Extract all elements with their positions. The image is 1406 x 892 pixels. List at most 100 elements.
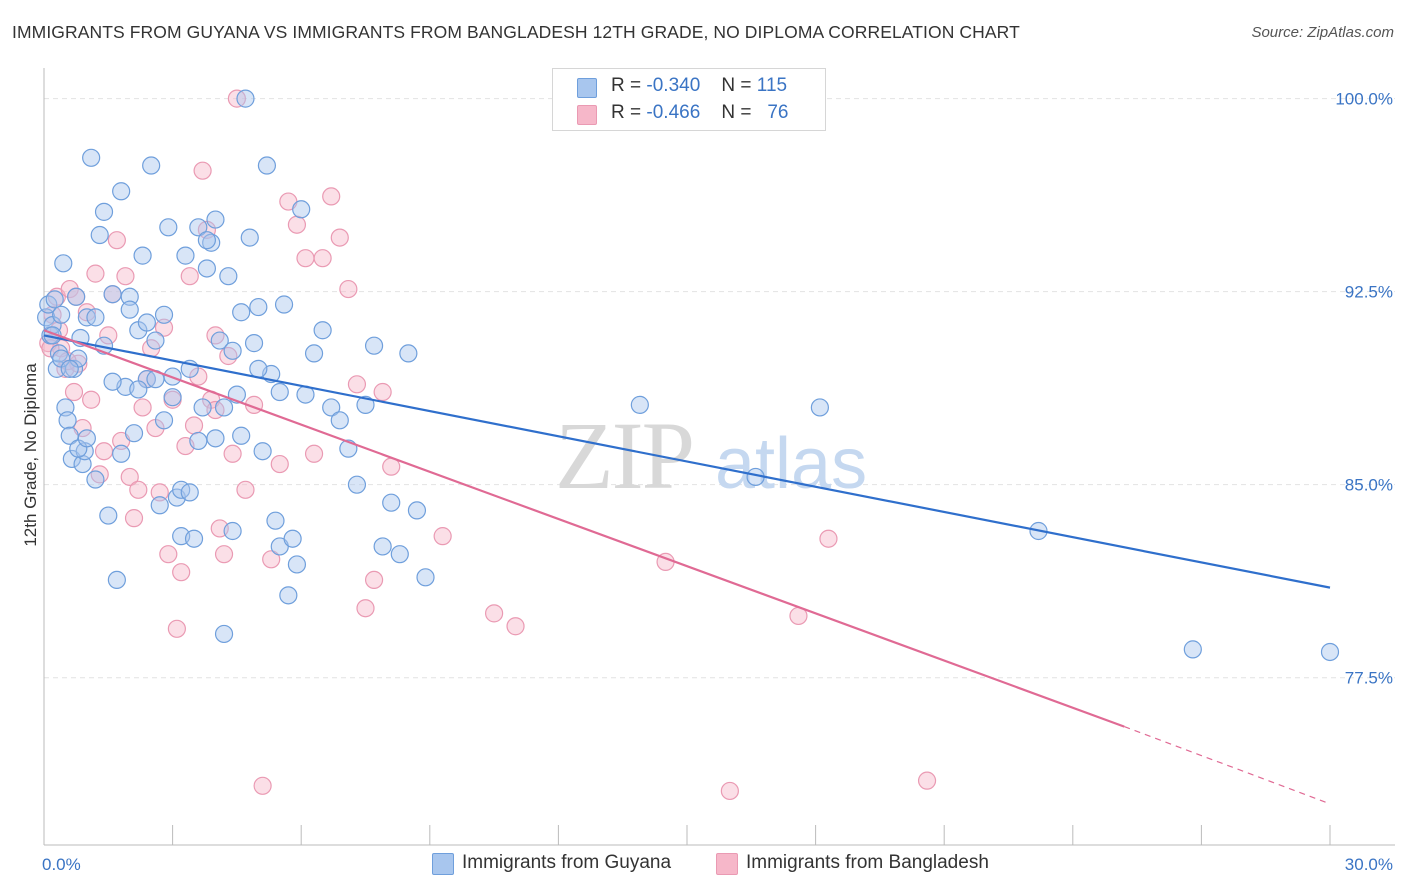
bangladesh-point-30 — [167, 619, 186, 638]
bangladesh-point-67 — [720, 781, 739, 801]
x-tick-label-0: 0.0% — [42, 855, 81, 874]
guyana-point-53 — [223, 341, 242, 360]
x-tick-label-1: 30.0% — [1345, 855, 1393, 874]
guyana-point-7 — [52, 305, 71, 324]
guyana-point-47 — [197, 259, 216, 278]
bottom-bangladesh-swatch — [716, 853, 738, 875]
guyana-point-114 — [1183, 640, 1202, 659]
guyana-n-value: 115 — [756, 75, 788, 96]
bangladesh-point-34 — [184, 416, 204, 435]
guyana-point-51 — [214, 624, 234, 644]
guyana-point-79 — [373, 537, 392, 556]
bangladesh-trend-extension — [1124, 726, 1331, 805]
bangladesh-point-47 — [253, 776, 272, 795]
bangladesh-point-69 — [819, 529, 838, 548]
guyana-point-37 — [154, 305, 174, 324]
guyana-point-10 — [58, 411, 77, 430]
bottom-bangladesh-label: Immigrants from Bangladesh — [746, 852, 989, 873]
guyana-n-label: N = — [721, 75, 752, 96]
guyana-point-84 — [416, 568, 435, 587]
guyana-point-98 — [154, 411, 174, 430]
bangladesh-trend-line — [43, 329, 1125, 728]
bangladesh-point-53 — [304, 444, 324, 463]
bangladesh-point-18 — [116, 267, 135, 286]
guyana-point-25 — [103, 285, 122, 304]
guyana-point-49 — [206, 210, 225, 229]
bangladesh-point-65 — [506, 617, 525, 636]
guyana-point-32 — [133, 246, 152, 265]
bangladesh-point-14 — [99, 326, 118, 345]
bangladesh-point-16 — [107, 231, 126, 250]
guyana-point-57 — [240, 228, 259, 247]
guyana-point-45 — [189, 431, 208, 451]
bangladesh-point-28 — [159, 545, 178, 564]
bangladesh-point-11 — [86, 264, 105, 283]
bangladesh-point-52 — [296, 249, 315, 268]
guyana-point-77 — [356, 395, 375, 414]
guyana-point-78 — [364, 336, 384, 355]
guyana-point-67 — [283, 529, 302, 548]
bangladesh-point-21 — [129, 480, 148, 499]
guyana-point-58 — [244, 334, 264, 353]
guyana-point-73 — [322, 398, 341, 417]
bottom-guyana-label: Immigrants from Guyana — [462, 852, 672, 873]
bangladesh-point-19 — [120, 467, 139, 487]
guyana-point-107 — [232, 303, 251, 322]
bangladesh-point-26 — [150, 483, 169, 502]
guyana-point-76 — [347, 475, 367, 494]
guyana-point-24 — [99, 506, 118, 525]
bangladesh-point-10 — [82, 390, 101, 409]
guyana-point-44 — [184, 529, 204, 548]
y-axis-label: 12th Grade, No Diploma — [21, 363, 40, 547]
bangladesh-point-57 — [339, 279, 358, 299]
bangladesh-point-51 — [287, 215, 307, 234]
guyana-point-60 — [253, 442, 272, 461]
bangladesh-point-55 — [322, 187, 341, 206]
bangladesh-point-36 — [193, 161, 212, 180]
guyana-point-103 — [197, 231, 216, 250]
guyana-point-66 — [279, 586, 298, 605]
bangladesh-point-64 — [485, 604, 504, 623]
guyana-point-63 — [266, 511, 285, 530]
guyana-point-106 — [223, 521, 242, 541]
guyana-point-36 — [150, 496, 169, 515]
bangladesh-point-27 — [154, 318, 174, 337]
guyana-point-69 — [292, 200, 311, 219]
guyana-point-89 — [77, 429, 96, 448]
guyana-point-8 — [54, 254, 73, 273]
guyana-point-105 — [214, 398, 234, 417]
guyana-point-72 — [313, 321, 332, 340]
axes — [43, 68, 1395, 846]
bangladesh-point-63 — [433, 527, 452, 546]
guyana-point-82 — [399, 344, 418, 363]
guyana-point-61 — [257, 156, 277, 175]
bangladesh-point-31 — [172, 563, 191, 582]
guyana-point-26 — [107, 570, 126, 590]
bangladesh-point-45 — [236, 480, 255, 499]
guyana-point-20 — [82, 148, 101, 167]
guyana-point-52 — [219, 267, 238, 286]
guyana-point-94 — [120, 300, 139, 319]
bangladesh-point-33 — [180, 267, 199, 286]
guyana-point-93 — [112, 444, 131, 463]
guyana-point-59 — [249, 297, 268, 317]
y-tick-label-2: 92.5% — [1345, 283, 1393, 302]
watermark: ZIP atlas — [555, 402, 867, 509]
guyana-point-96 — [137, 313, 156, 332]
bangladesh-r-label: R = — [611, 102, 642, 123]
tick-labels: 77.5% 85.0% 92.5% 100.0% 0.0% 30.0% — [42, 90, 1393, 874]
guyana-point-81 — [390, 545, 409, 564]
guyana-r-value: -0.340 — [646, 75, 701, 96]
guyana-point-23 — [94, 202, 114, 221]
bangladesh-r-value: -0.466 — [646, 102, 701, 123]
bangladesh-point-59 — [356, 599, 375, 618]
guyana-point-38 — [159, 218, 178, 237]
guyana-point-80 — [382, 493, 401, 512]
guyana-point-101 — [180, 483, 199, 502]
guyana-point-74 — [330, 411, 349, 430]
guyana-point-68 — [287, 555, 307, 574]
bangladesh-point-61 — [373, 382, 392, 402]
bangladesh-point-43 — [223, 444, 242, 463]
guyana-point-83 — [407, 501, 427, 520]
